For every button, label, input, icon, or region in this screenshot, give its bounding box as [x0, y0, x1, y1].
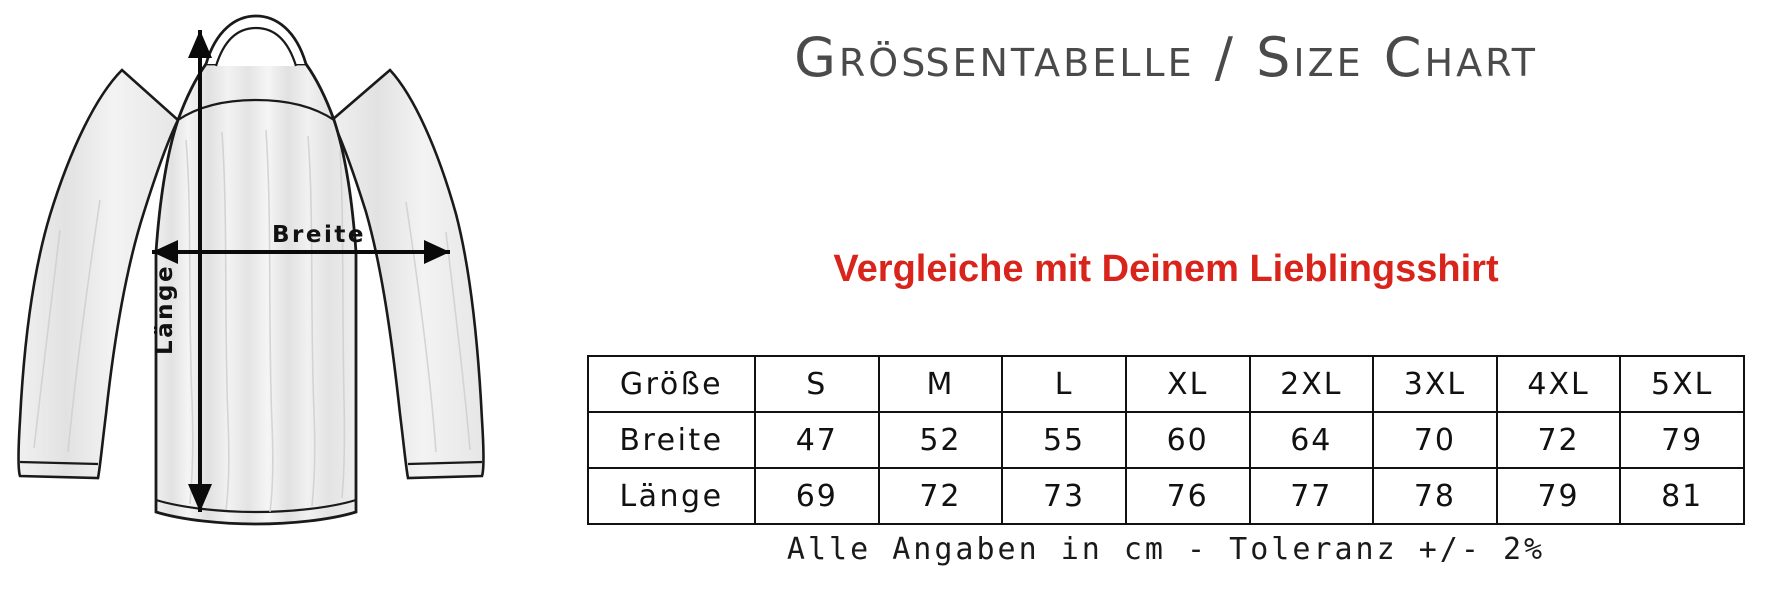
cell-groesse-xl: XL [1124, 355, 1251, 413]
cell-groesse-5xl: 5XL [1619, 355, 1745, 413]
long-sleeve-shirt-icon [17, 14, 485, 526]
chart-subtitle: Vergleiche mit Deinem Lieblingsshirt [833, 248, 1499, 290]
cell-breite-4xl: 72 [1495, 411, 1622, 469]
cell-groesse-s: S [754, 355, 880, 413]
shirt-hem [155, 498, 357, 514]
cell-laenge-2xl: 77 [1248, 467, 1375, 525]
shirt-illustration-panel: Breite Länge [0, 0, 560, 600]
cell-groesse-3xl: 3XL [1372, 355, 1498, 413]
shirt-collar-inner [214, 26, 298, 67]
cell-breite-3xl: 70 [1372, 411, 1498, 469]
cell-laenge-4xl: 79 [1495, 467, 1622, 525]
cell-groesse-l: L [1001, 355, 1127, 413]
size-chart-panel: Größentabelle / Size Chart Vergleiche mi… [560, 0, 1772, 600]
cell-groesse-4xl: 4XL [1495, 355, 1622, 413]
cell-laenge-3xl: 78 [1372, 467, 1498, 525]
cell-laenge-m: 72 [877, 467, 1004, 525]
chart-footnote: Alle Angaben in cm - Toleranz +/- 2% [786, 532, 1546, 567]
shirt-shoulder-seam [177, 98, 335, 121]
laenge-dimension-label: Länge [152, 263, 178, 355]
cell-laenge-5xl: 81 [1619, 467, 1745, 525]
shirt-body [154, 62, 358, 526]
cell-groesse-2xl: 2XL [1248, 355, 1375, 413]
cell-breite-xl: 60 [1124, 411, 1251, 469]
cell-laenge-l: 73 [1001, 467, 1127, 525]
cell-breite-l: 55 [1001, 411, 1127, 469]
shirt-right-cuff [407, 460, 483, 466]
size-table: Größe S M L XL 2XL 3XL 4XL 5XL Breite 47… [587, 355, 1745, 525]
row-header-breite: Breite [587, 411, 756, 469]
row-header-groesse: Größe [587, 355, 756, 413]
shirt-left-cuff [19, 460, 99, 466]
fabric-wrinkles [33, 129, 471, 513]
cell-laenge-s: 69 [754, 467, 880, 525]
cell-breite-5xl: 79 [1619, 411, 1745, 469]
breite-dimension-label: Breite [272, 222, 366, 248]
row-header-laenge: Länge [587, 467, 756, 525]
cell-breite-m: 52 [877, 411, 1004, 469]
table-row: Größe S M L XL 2XL 3XL 4XL 5XL [587, 355, 1745, 413]
shirt-right-sleeve [330, 68, 485, 480]
laenge-dimension-arrow [188, 30, 212, 512]
cell-breite-2xl: 64 [1248, 411, 1375, 469]
table-row: Länge 69 72 73 76 77 78 79 81 [587, 467, 1745, 525]
cell-breite-s: 47 [754, 411, 880, 469]
cell-laenge-xl: 76 [1124, 467, 1251, 525]
cell-groesse-m: M [877, 355, 1004, 413]
shirt-left-sleeve [17, 68, 180, 480]
page-title: Größentabelle / Size Chart [794, 26, 1538, 89]
table-row: Breite 47 52 55 60 64 70 72 79 [587, 411, 1745, 469]
